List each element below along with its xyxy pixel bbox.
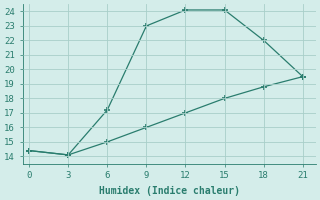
X-axis label: Humidex (Indice chaleur): Humidex (Indice chaleur) (99, 186, 240, 196)
